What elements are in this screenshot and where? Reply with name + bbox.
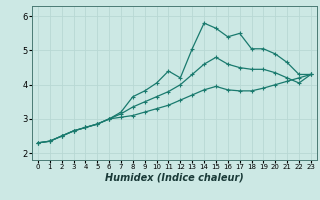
X-axis label: Humidex (Indice chaleur): Humidex (Indice chaleur) — [105, 173, 244, 183]
